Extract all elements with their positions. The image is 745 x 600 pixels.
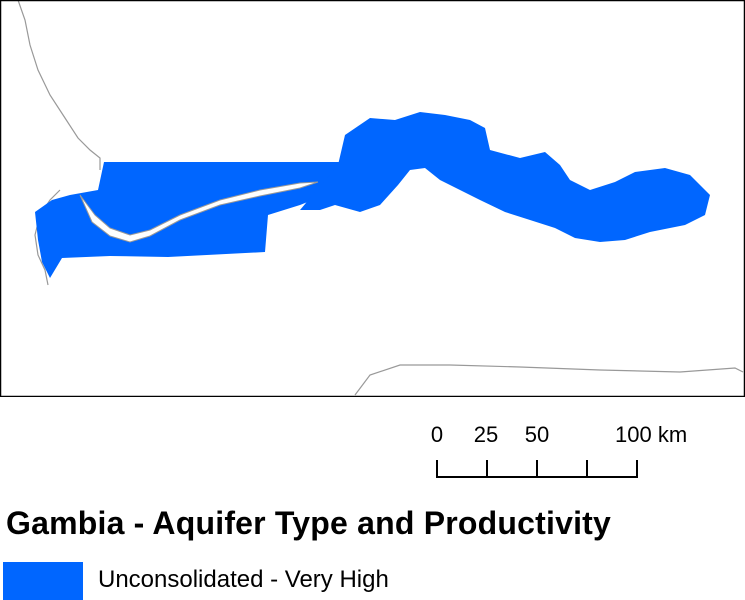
- aquifer-polygon-east[interactable]: [300, 112, 710, 242]
- map-title: Gambia - Aquifer Type and Productivity: [6, 505, 612, 541]
- scale-tick-label-100: 100 km: [615, 422, 687, 447]
- scale-tick-label-25: 25: [474, 422, 498, 447]
- aquifer-region[interactable]: [35, 112, 710, 278]
- scale-tick-label-50: 50: [525, 422, 549, 447]
- coastline-boundary: [17, 0, 101, 286]
- southern-boundary: [354, 364, 744, 396]
- scale-tick-label-0: 0: [431, 422, 443, 447]
- gambia-river: [79, 181, 319, 243]
- scale-bar: 0 25 50 100 km: [431, 422, 687, 478]
- legend-label-unconsolidated: Unconsolidated - Very High: [98, 566, 389, 593]
- scale-bar-ticks: [436, 460, 638, 478]
- map-frame: [0, 0, 745, 397]
- legend-swatch-unconsolidated: [3, 562, 83, 600]
